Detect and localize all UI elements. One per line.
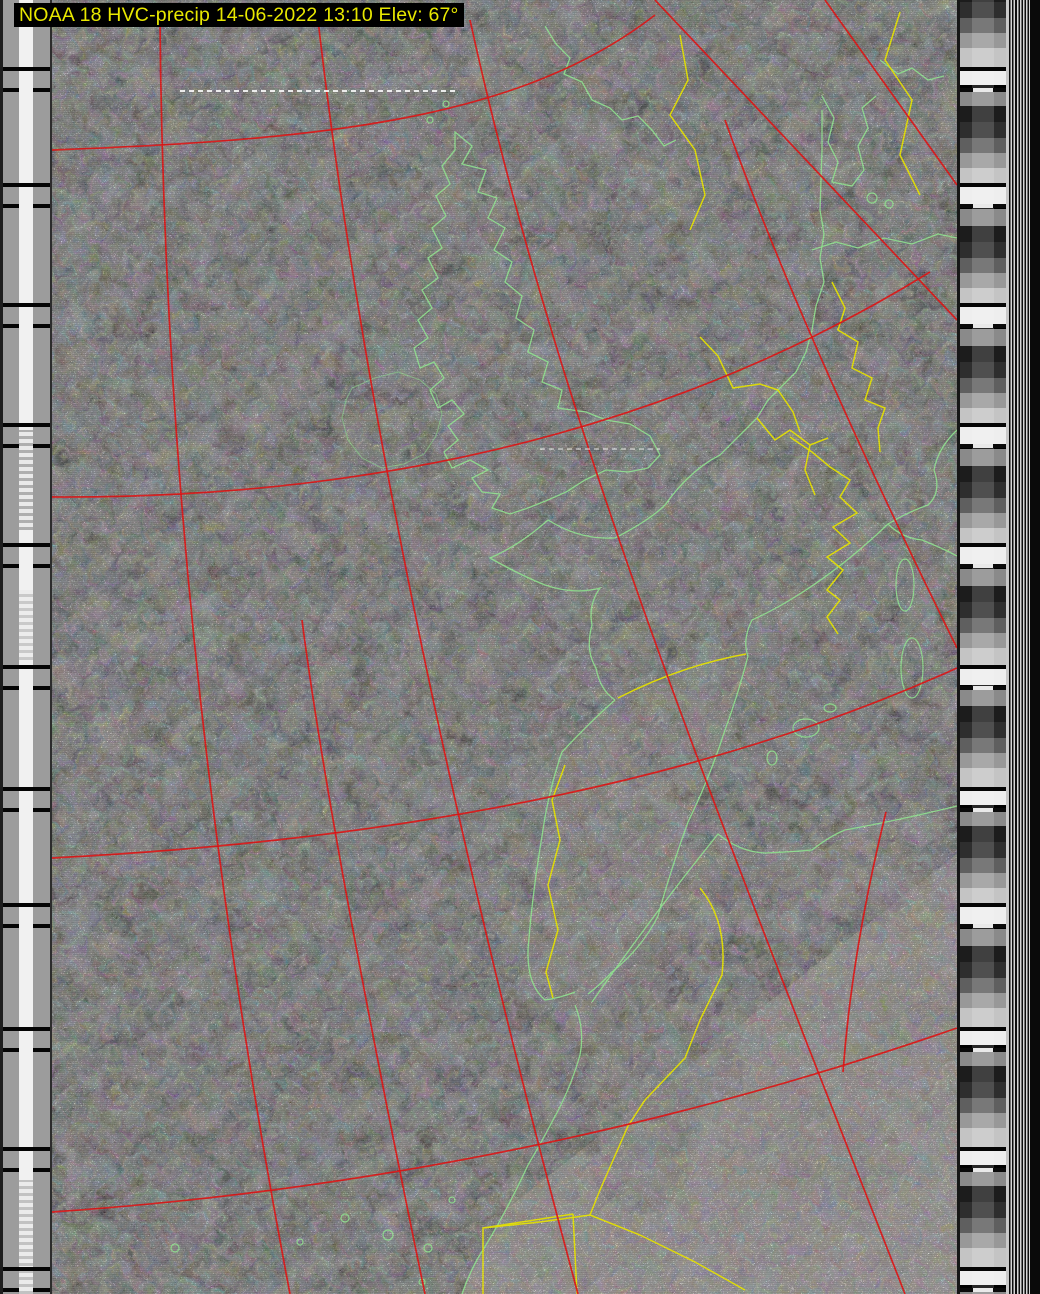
right-edge-black <box>1030 0 1040 1294</box>
bar-noise-stain <box>19 1180 33 1294</box>
glitch-line <box>540 448 660 450</box>
minute-marker-column <box>19 0 33 1294</box>
pepper-noise <box>52 0 957 1294</box>
latlon-grid-overlay <box>52 0 957 1294</box>
sync-bar-left <box>0 0 52 1294</box>
sync-edge-noise <box>50 0 52 1294</box>
sync-stripes-bar <box>1009 0 1030 1294</box>
telemetry-wedge-bar <box>960 0 1006 1294</box>
country-borders-overlay <box>482 11 921 1294</box>
bar-noise-stain <box>19 430 33 530</box>
sync-edge-noise <box>0 0 3 1294</box>
telemetry-edge-line <box>1006 0 1009 1294</box>
image-title-overlay: NOAA 18 HVC-precip 14-06-2022 13:10 Elev… <box>14 3 464 27</box>
glitch-line <box>180 90 455 92</box>
telemetry-center-column <box>972 0 994 1294</box>
bar-noise-stain <box>19 590 33 660</box>
image-right-edge-noise <box>957 0 960 1294</box>
title-text: NOAA 18 HVC-precip 14-06-2022 13:10 Elev… <box>19 4 459 26</box>
